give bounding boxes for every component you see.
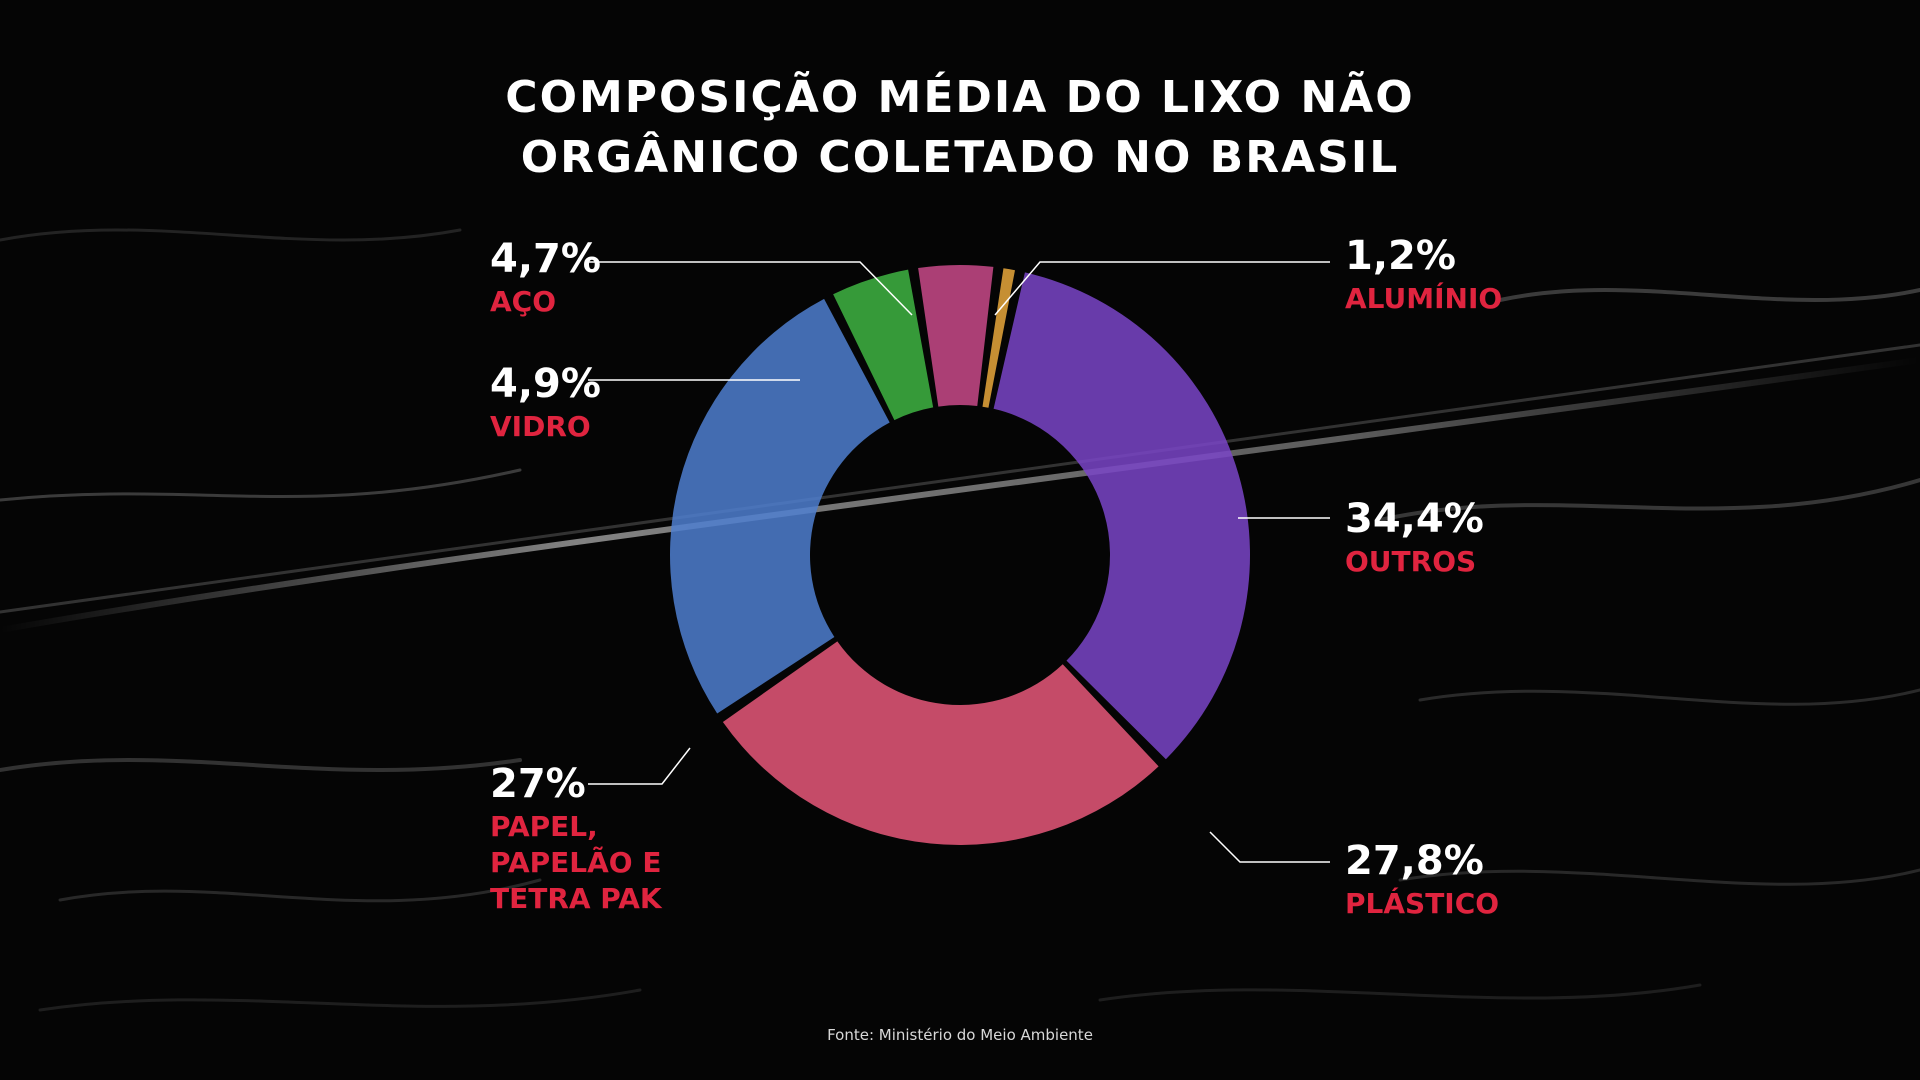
label-papel: 27% PAPEL, PAPELÃO E TETRA PAK [490,761,662,917]
category-label-outros: OUTROS [1345,545,1477,578]
value-label-outros: 34,4% [1345,496,1484,542]
chart-title-line-1: COMPOSIÇÃO MÉDIA DO LIXO NÃO [505,72,1415,123]
source-note: Fonte: Ministério do Meio Ambiente [827,1026,1093,1044]
slice-outros [993,272,1251,760]
label-vidro: 4,9% VIDRO [490,361,601,445]
leader-aco [588,261,913,316]
value-label-plastico: 27,8% [1345,838,1484,884]
label-aco: 4,7% AÇO [490,236,601,320]
chart-title: COMPOSIÇÃO MÉDIA DO LIXO NÃO ORGÂNICO CO… [0,68,1920,188]
slice-aço [918,265,994,407]
leader-aluminio [994,261,1330,316]
value-label-papel: 27% [490,761,586,807]
value-label-aco: 4,7% [490,236,601,282]
category-label-plastico: PLÁSTICO [1345,887,1500,920]
slice-vidro [833,269,934,421]
value-label-vidro: 4,9% [490,361,601,407]
leader-plastico [1209,831,1330,863]
slice-alumínio [982,268,1015,408]
chart-title-line-2: ORGÂNICO COLETADO NO BRASIL [520,132,1400,183]
leader-papel [588,747,691,785]
label-aluminio: 1,2% ALUMÍNIO [1345,233,1502,317]
label-outros: 34,4% OUTROS [1345,496,1484,580]
value-label-aluminio: 1,2% [1345,233,1456,279]
category-label-papel-line-2: PAPELÃO E [490,846,662,879]
label-plastico: 27,8% PLÁSTICO [1345,838,1499,922]
category-label-aco: AÇO [490,285,557,318]
slice-papel [670,298,890,714]
category-label-papel-line-3: TETRA PAK [490,882,662,915]
category-label-aluminio: ALUMÍNIO [1345,282,1503,315]
category-label-vidro: VIDRO [490,410,591,443]
slice-plástico [722,641,1159,845]
category-label-papel-line-1: PAPEL, [490,810,598,843]
